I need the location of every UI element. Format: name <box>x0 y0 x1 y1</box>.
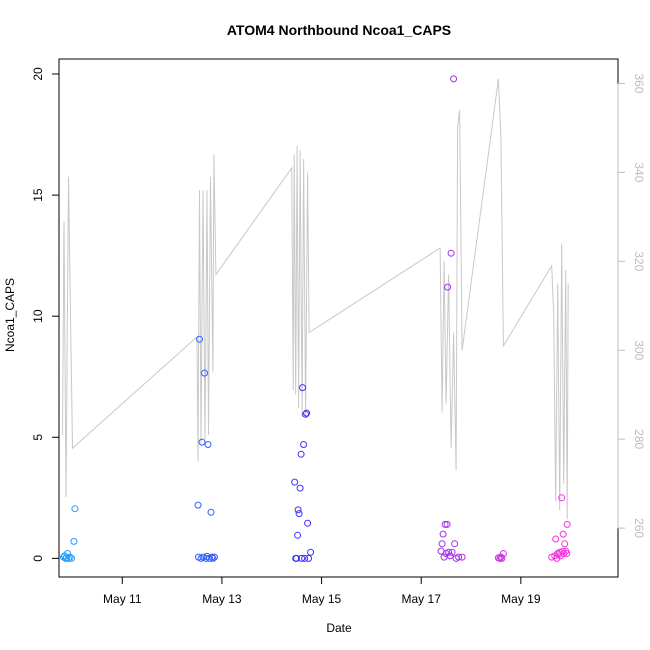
data-point <box>558 494 566 502</box>
y-axis-right: 260 280 300 320 340 360 <box>617 73 646 538</box>
data-point <box>299 384 307 392</box>
data-point <box>291 478 299 486</box>
data-point <box>66 553 74 561</box>
data-point <box>498 554 506 562</box>
data-point <box>197 554 205 562</box>
data-point <box>196 335 203 343</box>
data-point <box>441 520 449 528</box>
y-tick-left-label: 10 <box>31 309 45 323</box>
ncoa1-points-series <box>60 75 571 562</box>
data-point <box>444 283 452 291</box>
x-tick-label: May 19 <box>501 592 541 606</box>
data-point <box>443 520 451 528</box>
data-point <box>293 554 301 562</box>
data-point <box>455 553 463 561</box>
x-axis-label: Date <box>326 621 352 635</box>
data-point <box>204 441 212 448</box>
chart-title: ATOM4 Northbound Ncoa1_CAPS <box>227 22 451 38</box>
y-tick-right-label: 340 <box>632 162 646 182</box>
data-point <box>563 520 571 528</box>
data-point <box>294 506 302 514</box>
data-point <box>294 531 302 539</box>
data-point <box>447 249 455 257</box>
data-point <box>438 540 446 548</box>
data-point <box>209 554 217 562</box>
y-axis-left: 0 5 10 15 20 <box>31 67 60 562</box>
data-point <box>302 410 310 418</box>
data-point <box>458 553 466 561</box>
data-point <box>450 75 458 83</box>
y-tick-right-label: 280 <box>632 429 646 449</box>
data-point <box>298 554 306 562</box>
data-point <box>297 450 305 458</box>
y-tick-right-label: 320 <box>632 251 646 271</box>
data-point <box>70 537 78 545</box>
data-point <box>559 530 567 538</box>
y-tick-left-label: 0 <box>31 555 45 562</box>
data-point <box>499 550 507 557</box>
data-point <box>65 554 72 562</box>
x-axis: May 11 May 13 May 15 May 17 May 19 <box>103 577 541 606</box>
y-tick-right-label: 300 <box>632 340 646 360</box>
data-point <box>208 553 216 561</box>
x-tick-label: May 13 <box>202 592 242 606</box>
data-point <box>561 540 569 548</box>
data-point <box>446 552 454 560</box>
data-point <box>296 484 304 492</box>
data-point <box>305 554 313 562</box>
y-tick-left-label: 20 <box>31 67 45 81</box>
data-point <box>451 540 459 548</box>
data-point <box>301 554 309 562</box>
data-point <box>194 501 202 509</box>
data-point <box>300 441 308 448</box>
y-tick-right-label: 260 <box>632 518 646 538</box>
y-tick-left-label: 5 <box>31 434 45 441</box>
data-point <box>198 438 206 446</box>
data-point <box>68 554 75 562</box>
x-tick-label: May 11 <box>103 592 142 606</box>
y-tick-right-label: 360 <box>632 73 646 93</box>
x-tick-label: May 17 <box>402 592 442 606</box>
data-point <box>303 409 311 417</box>
data-point <box>552 535 560 543</box>
data-point <box>307 548 315 556</box>
data-point <box>439 530 447 538</box>
data-point <box>210 553 218 561</box>
data-point <box>496 554 504 562</box>
data-point <box>71 505 79 513</box>
data-point <box>304 519 312 527</box>
data-point <box>445 548 453 556</box>
data-point <box>448 548 456 556</box>
data-point <box>201 369 208 377</box>
x-tick-label: May 15 <box>302 592 342 606</box>
data-point <box>295 510 303 518</box>
data-point <box>563 550 571 557</box>
y-tick-left-label: 15 <box>31 188 45 202</box>
y-axis-label: Ncoa1_CAPS <box>3 278 17 352</box>
data-point <box>207 508 215 516</box>
